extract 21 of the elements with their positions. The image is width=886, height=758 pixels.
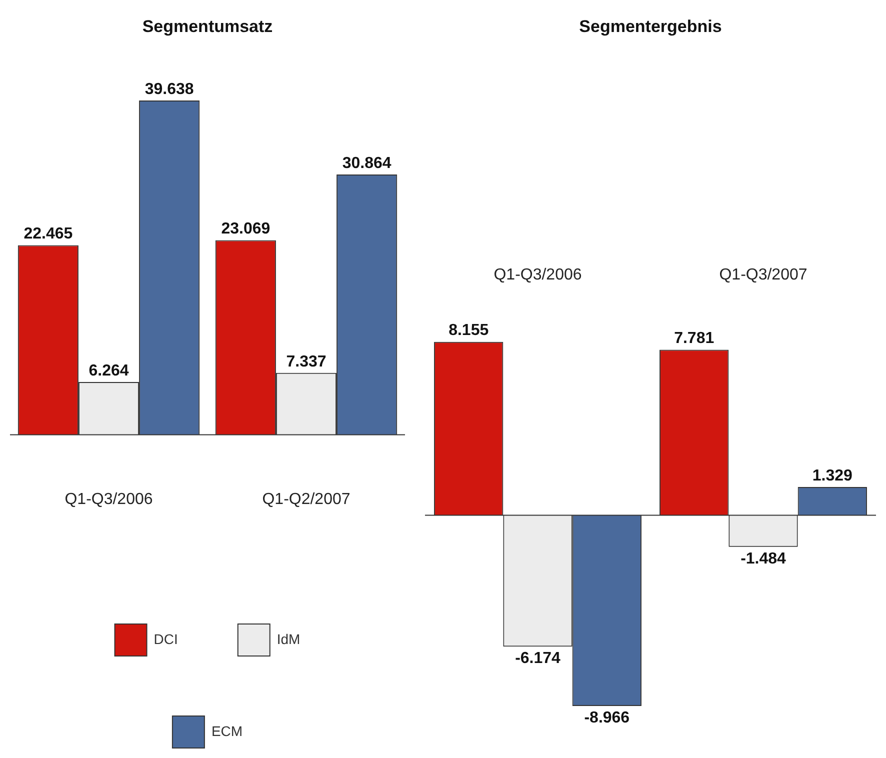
data-label: 7.781 [674,330,714,348]
x-tick-label: Q1-Q3/2007 [719,266,808,284]
data-label: 6.264 [88,362,129,380]
chart-title: Segmentumsatz [142,16,273,36]
data-label: 8.155 [448,322,489,340]
data-label: -6.174 [515,650,561,668]
data-label: 7.337 [286,353,326,370]
legend-label: ECM [211,722,243,739]
data-label: -8.966 [584,709,630,726]
legend-label: DCI [154,630,178,647]
data-label: 1.329 [812,467,853,484]
data-label: 23.069 [221,220,270,238]
legend-label: IdM [276,630,300,647]
x-tick-label: Q1-Q3/2006 [494,266,582,284]
x-tick-label: Q1-Q2/2007 [262,490,350,508]
data-label: -1.484 [740,550,786,568]
x-tick-label: Q1-Q3/2006 [64,490,153,508]
chart-title: Segmentergebnis [579,16,722,36]
data-label: 39.638 [144,80,194,98]
data-label: 30.864 [342,154,392,172]
data-label: 22.465 [24,226,73,243]
